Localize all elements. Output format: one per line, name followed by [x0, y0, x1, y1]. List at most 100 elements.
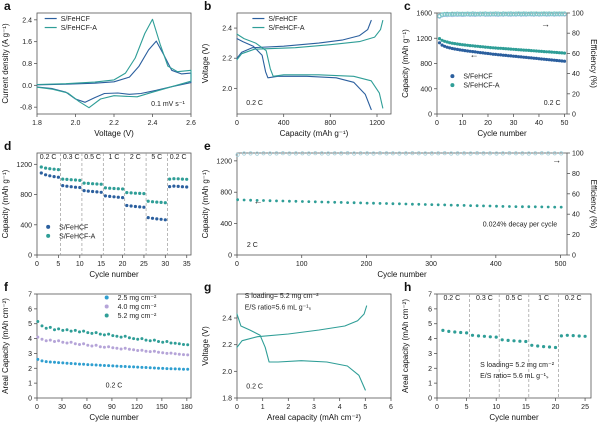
point-s-fehcf-a-capacity — [443, 39, 447, 43]
legend-label: S/FeHCF — [59, 224, 88, 231]
point-s-fehcf-capacity — [529, 56, 533, 60]
point-s-fehcf-capacity — [524, 55, 528, 60]
point-4-0-mg-cm — [157, 350, 160, 354]
point-s-fehcf-capacity — [537, 57, 541, 61]
point-5-2-mg-cm — [144, 338, 148, 342]
right-axis-title: Efficiency (%) — [589, 180, 598, 229]
point-5-2-mg-cm — [40, 324, 44, 328]
legend-label: S/FeHCF-A — [463, 83, 500, 90]
axes-frame — [436, 293, 592, 399]
point-s-fehcf-rate — [103, 194, 107, 198]
point-s-fehcf-a-efficiency — [450, 11, 455, 16]
point-areal-capacity-rate — [488, 335, 492, 339]
point-4-0-mg-cm — [48, 338, 52, 342]
point-s-fehcf-a-efficiency — [445, 11, 450, 17]
point-s-fehcf-a-rate — [82, 181, 86, 185]
point-2-5-mg-cm — [144, 366, 148, 369]
point-s-fehcf-capacity — [463, 49, 467, 53]
y-tick-label: 7 — [28, 292, 32, 299]
y-tick-label: 1200 — [216, 158, 232, 165]
axes-frame — [236, 12, 392, 115]
point-4-0-mg-cm — [173, 352, 177, 356]
point-s-fehcf-capacity — [514, 54, 518, 59]
point-s-fehcf-a-efficiency — [498, 11, 503, 17]
point-s-fehcf-a-efficiency — [452, 11, 457, 17]
point-s-fehcf-a-capacity — [545, 50, 549, 54]
x-tick-label: 2.4 — [148, 120, 158, 127]
y-axis-title: Capacity (mAh g⁻¹) — [401, 29, 410, 98]
x-tick-label: 25 — [581, 404, 589, 411]
point-5-2-mg-cm — [169, 341, 173, 345]
point-s-fehcf-a-efficiency — [536, 11, 542, 16]
point-s-fehcf-capacity — [476, 50, 480, 54]
point-s-fehcf-rate — [99, 190, 103, 194]
point-2-5-mg-cm — [94, 363, 98, 367]
y-tick-label: 1 — [428, 381, 432, 388]
point-s-fehcf-capacity — [506, 54, 510, 58]
point-s-fehcf-rate — [129, 204, 133, 208]
point-efficiency-at-2c — [500, 151, 505, 156]
point-4-0-mg-cm — [98, 345, 102, 349]
point-areal-capacity-rate — [536, 344, 540, 348]
point-s-fehcf-a-capacity — [440, 38, 444, 42]
x-tick-label: 25 — [140, 261, 148, 268]
point-capacity-at-2c — [346, 201, 349, 204]
point-s-fehcf-rate — [65, 184, 69, 188]
y-tick-label: 2.4 — [222, 26, 232, 33]
point-s-fehcf-rate — [180, 185, 184, 189]
point-capacity-at-2c — [320, 200, 324, 204]
x-tick-label: 20 — [119, 261, 127, 268]
point-capacity-at-2c — [482, 204, 485, 208]
point-s-fehcf-rate — [86, 189, 90, 193]
y-tick-label: 1 — [28, 381, 32, 388]
point-4-0-mg-cm — [115, 346, 119, 350]
point-capacity-at-2c — [527, 205, 531, 209]
point-2-5-mg-cm — [169, 367, 173, 371]
point-s-fehcf-a-efficiency — [460, 11, 465, 16]
point-s-fehcf-a-rate — [56, 168, 61, 172]
point-s-fehcf-capacity — [555, 58, 559, 63]
point-capacity-at-2c — [268, 199, 272, 203]
point-s-fehcf-a-efficiency — [462, 11, 468, 17]
legend-label: 5.2 mg cm⁻² — [118, 313, 157, 320]
point-5-2-mg-cm — [165, 340, 169, 343]
point-s-fehcf-a-efficiency — [493, 11, 498, 16]
x-tick-label: 200 — [361, 261, 373, 268]
point-s-fehcf-capacity — [445, 45, 449, 49]
point-s-fehcf-a-rate — [185, 177, 189, 181]
y-tick-label: 800 — [420, 61, 432, 68]
point-2-5-mg-cm — [53, 360, 56, 364]
point-s-fehcf-a-efficiency — [513, 11, 519, 16]
x-tick-label: 2.0 — [71, 120, 81, 127]
point-5-2-mg-cm — [53, 328, 56, 332]
x-tick-label: 1.8 — [32, 120, 42, 127]
point-5-2-mg-cm — [44, 326, 48, 330]
point-s-fehcf-a-rate — [73, 178, 78, 182]
x-tick-label: 30 — [58, 404, 66, 411]
point-capacity-at-2c — [559, 205, 563, 209]
point-capacity-at-2c — [307, 200, 311, 203]
point-efficiency-at-2c — [254, 151, 260, 156]
point-s-fehcf-rate — [95, 190, 99, 194]
point-5-2-mg-cm — [127, 336, 131, 340]
point-s-fehcf-a-rate — [103, 186, 107, 190]
panel-letter-e: e — [204, 139, 211, 153]
point-efficiency-at-2c — [365, 151, 370, 156]
annotation: 1 C — [109, 154, 120, 161]
point-5-2-mg-cm — [132, 337, 136, 341]
y-axis-title: Current density (A g⁻¹) — [1, 23, 10, 104]
point-s-fehcf-a-efficiency — [549, 11, 554, 16]
point-4-0-mg-cm — [36, 335, 40, 339]
point-s-fehcf-capacity — [504, 53, 508, 58]
x-tick-label: 2.2 — [109, 120, 119, 127]
point-5-2-mg-cm — [136, 337, 140, 341]
chart-e: 0 100 200 300 400 500 0 400 800 1200 0 20 40 60 80 100 ←… — [201, 151, 598, 280]
point-s-fehcf-a-rate — [176, 177, 180, 181]
point-capacity-at-2c — [281, 199, 285, 203]
x-axis-title: Cycle number — [89, 270, 139, 279]
y-tick-label: 7 — [428, 292, 432, 299]
point-s-fehcf-capacity — [488, 52, 493, 56]
point-capacity-at-2c — [514, 205, 518, 208]
point-s-fehcf-a-capacity — [486, 45, 490, 49]
right-tick-label: 20 — [572, 91, 580, 98]
